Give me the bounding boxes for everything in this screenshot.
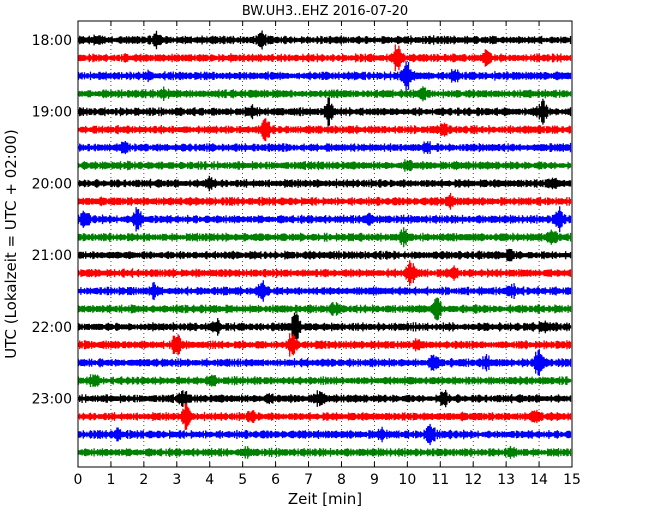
plot-frame <box>77 20 573 468</box>
x-tick-label: 10 <box>398 472 416 488</box>
x-tick-label: 0 <box>74 472 83 488</box>
trace-18:00 <box>77 30 572 50</box>
trace-22:00 <box>77 312 572 342</box>
y-tick-label: 18:00 <box>32 33 72 49</box>
y-tick-label: 22:00 <box>32 320 72 336</box>
x-tick-label: 6 <box>271 472 280 488</box>
trace-21:45 <box>77 297 572 321</box>
trace-21:00 <box>77 248 572 262</box>
trace-22:45 <box>77 374 572 387</box>
x-tick-label: 1 <box>106 472 115 488</box>
x-tick-label: 11 <box>431 472 449 488</box>
trace-19:00 <box>77 97 572 126</box>
trace-19:15 <box>77 118 572 142</box>
trace-18:15 <box>77 44 572 72</box>
y-tick-label: 23:00 <box>32 392 72 408</box>
x-tick-label: 9 <box>370 472 379 488</box>
trace-20:15 <box>77 192 572 210</box>
trace-21:30 <box>77 280 572 302</box>
y-tick-label: 19:00 <box>32 105 72 121</box>
x-tick-label: 15 <box>563 472 581 488</box>
trace-19:45 <box>77 159 572 172</box>
trace-20:45 <box>77 227 572 248</box>
trace-23:15 <box>77 403 572 430</box>
trace-22:30 <box>77 349 572 376</box>
trace-20:00 <box>77 175 572 192</box>
x-tick-label: 5 <box>238 472 247 488</box>
x-tick-label: 4 <box>205 472 214 488</box>
trace-19:30 <box>77 141 572 155</box>
x-axis-label: Zeit [min] <box>288 490 362 508</box>
y-tick-label: 21:00 <box>32 248 72 264</box>
trace-23:30 <box>77 423 572 446</box>
trace-18:30 <box>77 61 572 91</box>
x-tick-label: 2 <box>139 472 148 488</box>
x-tick-label: 14 <box>530 472 548 488</box>
y-tick-label: 20:00 <box>32 176 72 192</box>
trace-22:15 <box>77 333 572 357</box>
trace-group <box>77 30 572 459</box>
y-axis-label: UTC (Lokalzeit = UTC + 02:00) <box>2 129 20 359</box>
trace-20:30 <box>77 206 572 233</box>
x-tick-label: 3 <box>172 472 181 488</box>
x-tick-label: 13 <box>497 472 515 488</box>
trace-21:15 <box>77 260 572 286</box>
x-tick-label: 7 <box>304 472 313 488</box>
y-axis: 18:00 19:00 20:00 21:00 22:00 23:00 <box>32 33 83 408</box>
x-axis: 0 1 2 3 4 5 6 7 8 9 10 11 12 13 14 15 <box>74 21 581 488</box>
x-tick-label: 8 <box>337 472 346 488</box>
trace-23:45 <box>77 445 572 459</box>
chart-title: BW.UH3..EHZ 2016-07-20 <box>242 4 408 19</box>
trace-18:45 <box>77 86 572 102</box>
trace-23:00 <box>77 389 572 408</box>
x-tick-label: 12 <box>464 472 482 488</box>
